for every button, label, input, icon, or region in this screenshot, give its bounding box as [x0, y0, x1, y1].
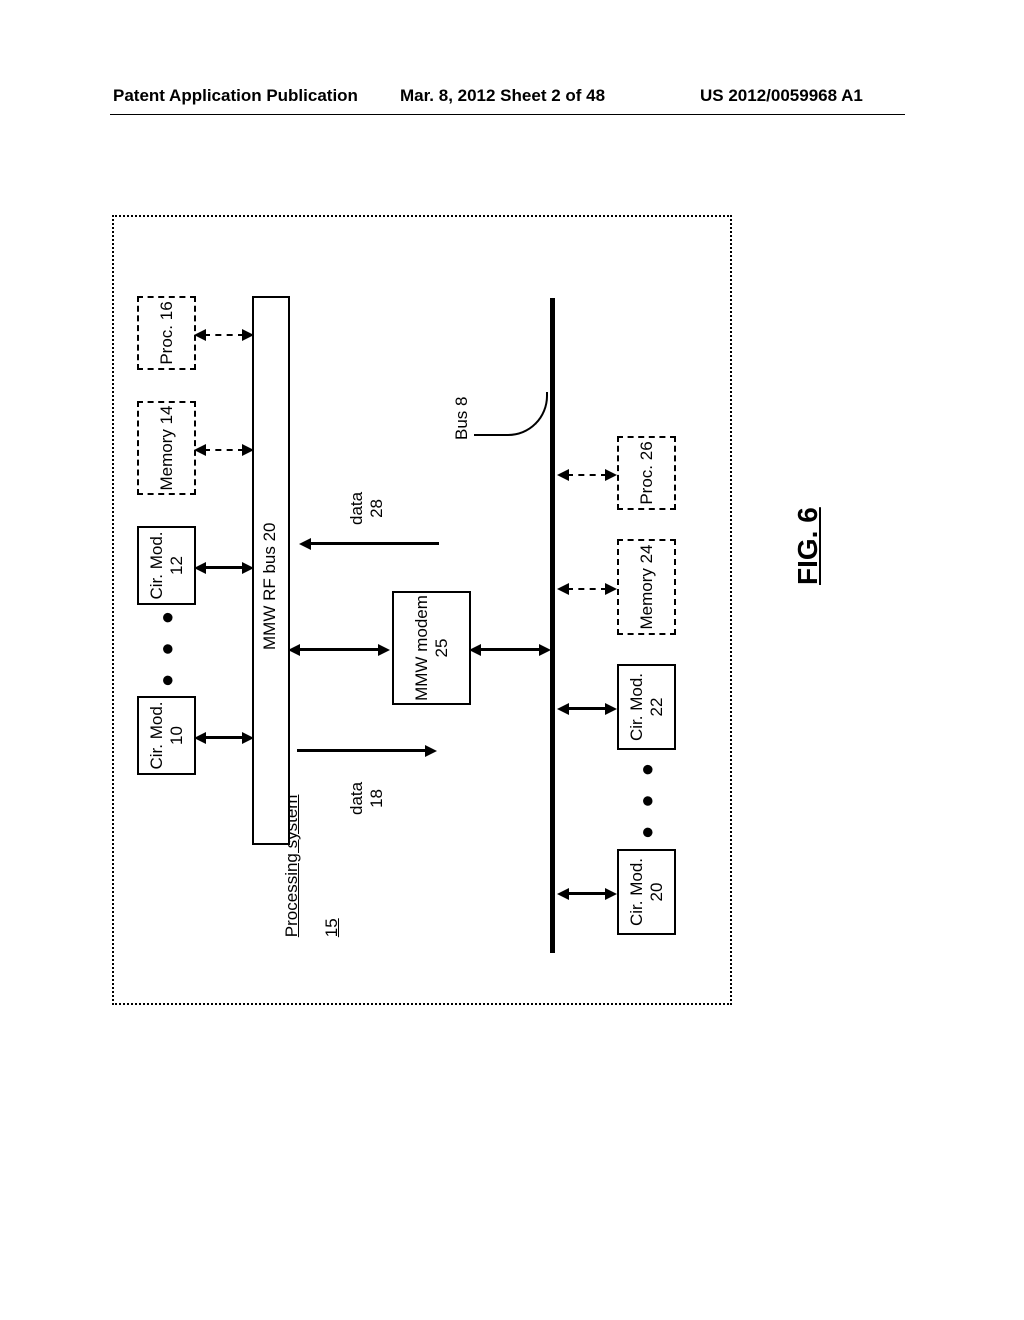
memory-14-box: Memory 14 [137, 401, 196, 495]
mmw-modem-box: MMW modem 25 [392, 591, 471, 705]
proc-16-box: Proc. 16 [137, 296, 196, 370]
memory-24-box: Memory 24 [617, 539, 676, 635]
mmw-modem-label: MMW modem 25 [412, 593, 451, 703]
cir-mod-12-box: Cir. Mod. 12 [137, 526, 196, 605]
header-right: US 2012/0059968 A1 [700, 86, 863, 106]
data-28-label: data 28 [347, 492, 387, 525]
top-row-ellipsis: ● ● ● [154, 605, 180, 687]
data-18-label: data 18 [347, 782, 387, 815]
processing-system-label-num: 15 [322, 918, 341, 937]
cir-mod-10-box: Cir. Mod. 10 [137, 696, 196, 775]
mmw-rf-bus-label: MMW RF bus 20 [260, 522, 280, 650]
bottom-row-ellipsis: ● ● ● [634, 757, 660, 839]
diagram-container: Processing system 15 Cir. Mod. 10 ● ● ● … [27, 300, 817, 920]
cir-mod-20-label: Cir. Mod. 20 [627, 851, 666, 933]
page-header: Patent Application Publication Mar. 8, 2… [0, 82, 1024, 122]
memory-24-label: Memory 24 [637, 544, 657, 629]
bus-8-label: Bus 8 [452, 397, 472, 440]
page: Patent Application Publication Mar. 8, 2… [0, 0, 1024, 1320]
bus-8-line [550, 298, 555, 953]
header-rule [110, 114, 905, 115]
proc-26-label: Proc. 26 [637, 441, 657, 504]
proc-16-label: Proc. 16 [157, 301, 177, 364]
memory-14-label: Memory 14 [157, 405, 177, 490]
header-left: Patent Application Publication [113, 86, 358, 106]
cir-mod-22-label: Cir. Mod. 22 [627, 666, 666, 748]
cir-mod-20-box: Cir. Mod. 20 [617, 849, 676, 935]
proc-26-box: Proc. 26 [617, 436, 676, 510]
block-diagram: Processing system 15 Cir. Mod. 10 ● ● ● … [112, 215, 732, 1005]
cir-mod-10-label: Cir. Mod. 10 [147, 698, 186, 773]
header-center: Mar. 8, 2012 Sheet 2 of 48 [400, 86, 605, 106]
cir-mod-12-label: Cir. Mod. 12 [147, 528, 186, 603]
cir-mod-22-box: Cir. Mod. 22 [617, 664, 676, 750]
